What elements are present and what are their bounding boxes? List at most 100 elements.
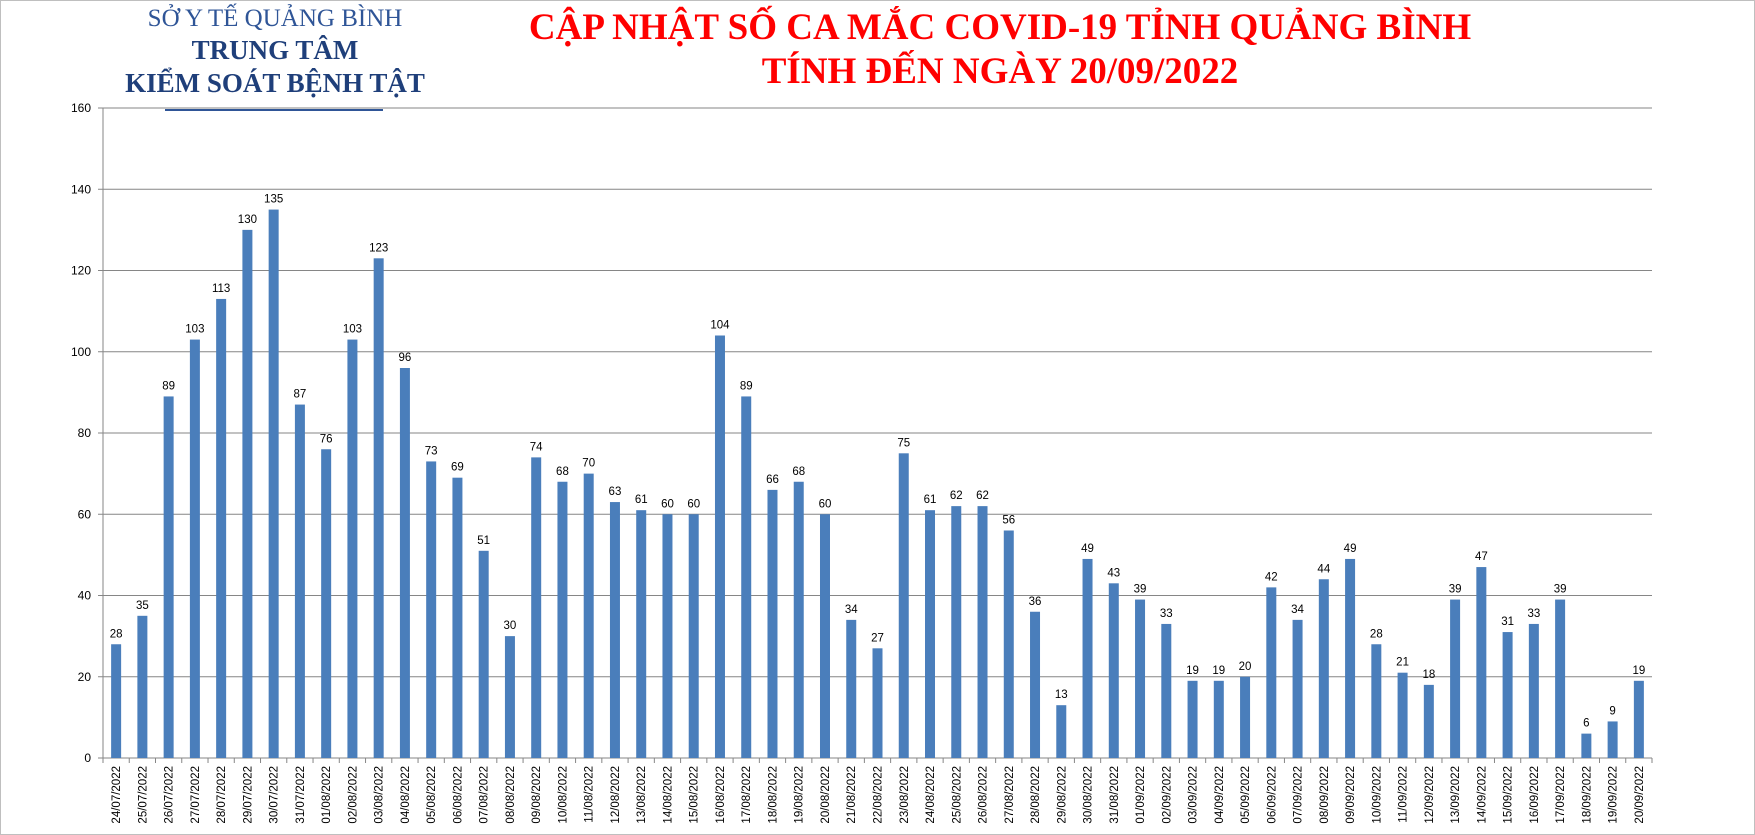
x-tick-label: 19/09/2022 xyxy=(1608,766,1620,824)
x-tick-label: 17/08/2022 xyxy=(741,766,753,824)
bar xyxy=(1135,599,1146,758)
bar xyxy=(1345,558,1356,758)
data-label: 103 xyxy=(185,324,204,336)
data-label: 56 xyxy=(1002,515,1015,527)
x-tick-label: 01/08/2022 xyxy=(321,766,333,824)
x-tick-label: 05/08/2022 xyxy=(426,766,438,824)
data-label: 66 xyxy=(766,474,779,486)
bar xyxy=(1187,680,1198,758)
bar xyxy=(1161,623,1172,758)
bar xyxy=(426,461,437,758)
bar xyxy=(714,335,725,758)
x-tick-label: 21/08/2022 xyxy=(846,766,858,824)
data-label: 28 xyxy=(1370,628,1383,640)
bar xyxy=(1371,644,1382,758)
data-label: 39 xyxy=(1449,584,1462,596)
data-label: 68 xyxy=(792,466,805,478)
x-tick-label: 13/08/2022 xyxy=(636,766,648,824)
data-label: 89 xyxy=(740,380,753,392)
bar xyxy=(925,510,936,758)
bar xyxy=(662,514,673,758)
x-tick-label: 27/07/2022 xyxy=(190,766,202,824)
data-label: 69 xyxy=(451,462,464,474)
data-label: 34 xyxy=(1291,604,1304,616)
x-tick-label: 12/09/2022 xyxy=(1424,766,1436,824)
y-tick-label: 120 xyxy=(71,264,91,278)
org-department: SỞ Y TẾ QUẢNG BÌNH xyxy=(147,5,403,32)
bar xyxy=(478,550,489,758)
data-label: 103 xyxy=(343,324,362,336)
bar xyxy=(1003,530,1014,758)
x-tick-label: 15/09/2022 xyxy=(1503,766,1515,824)
bar xyxy=(1082,558,1093,758)
data-label: 60 xyxy=(661,498,674,510)
x-tick-label: 03/08/2022 xyxy=(374,766,386,824)
bar xyxy=(242,229,253,758)
x-tick-label: 14/08/2022 xyxy=(662,766,674,824)
data-label: 62 xyxy=(950,490,963,502)
org-center: TRUNG TÂM xyxy=(191,35,359,65)
data-label: 74 xyxy=(530,441,543,453)
x-tick-label: 28/08/2022 xyxy=(1030,766,1042,824)
x-tick-label: 08/09/2022 xyxy=(1319,766,1331,824)
data-label: 135 xyxy=(264,194,283,206)
bar xyxy=(951,506,962,758)
x-tick-label: 18/08/2022 xyxy=(767,766,779,824)
data-label: 43 xyxy=(1107,567,1120,579)
bar xyxy=(898,453,909,758)
x-tick-label: 07/08/2022 xyxy=(479,766,491,824)
bar xyxy=(1607,721,1618,758)
x-tick-label: 25/07/2022 xyxy=(137,766,149,824)
x-tick-label: 30/08/2022 xyxy=(1083,766,1095,824)
bar xyxy=(163,396,174,758)
bar xyxy=(609,502,620,758)
data-label: 21 xyxy=(1396,657,1409,669)
bar xyxy=(373,258,384,758)
x-tick-label: 30/07/2022 xyxy=(269,766,281,824)
bar xyxy=(1555,599,1566,758)
data-label: 89 xyxy=(162,380,175,392)
x-tick-label: 06/08/2022 xyxy=(452,766,464,824)
chart-title-line2: TÍNH ĐẾN NGÀY 20/09/2022 xyxy=(761,51,1239,92)
data-label: 76 xyxy=(320,433,333,445)
x-tick-label: 22/08/2022 xyxy=(873,766,885,824)
x-tick-label: 11/09/2022 xyxy=(1398,766,1410,823)
x-tick-label: 09/09/2022 xyxy=(1345,766,1357,824)
chart-title-line1: CẬP NHẬT SỐ CA MẮC COVID-19 TỈNH QUẢNG B… xyxy=(528,7,1472,48)
bar xyxy=(557,481,568,758)
x-tick-label: 09/08/2022 xyxy=(531,766,543,824)
y-tick-label: 100 xyxy=(71,345,91,359)
x-tick-label: 02/09/2022 xyxy=(1161,766,1173,824)
x-tick-label: 16/08/2022 xyxy=(715,766,727,824)
x-tick-label: 17/09/2022 xyxy=(1555,766,1567,824)
x-tick-label: 06/09/2022 xyxy=(1266,766,1278,824)
bar xyxy=(819,514,830,758)
x-tick-label: 31/07/2022 xyxy=(295,766,307,824)
data-label: 39 xyxy=(1134,584,1147,596)
bar xyxy=(1450,599,1461,758)
x-tick-label: 15/08/2022 xyxy=(689,766,701,824)
x-tick-label: 18/09/2022 xyxy=(1581,766,1593,824)
data-label: 19 xyxy=(1632,665,1645,677)
data-label: 113 xyxy=(212,283,230,295)
bar xyxy=(1581,733,1592,758)
data-label: 63 xyxy=(609,486,622,498)
bar xyxy=(189,339,200,758)
bar xyxy=(846,619,857,758)
data-label: 130 xyxy=(238,214,257,226)
x-tick-label: 12/08/2022 xyxy=(610,766,622,824)
data-label: 60 xyxy=(687,498,700,510)
x-tick-label: 04/08/2022 xyxy=(400,766,412,824)
bar xyxy=(137,615,148,758)
bar xyxy=(741,396,752,758)
bar xyxy=(583,473,594,758)
x-tick-label: 20/09/2022 xyxy=(1634,766,1646,824)
y-tick-label: 0 xyxy=(84,751,91,765)
x-tick-label: 13/09/2022 xyxy=(1450,766,1462,824)
data-label: 28 xyxy=(110,628,123,640)
x-tick-label: 05/09/2022 xyxy=(1240,766,1252,824)
data-label: 60 xyxy=(819,498,832,510)
bar xyxy=(1502,632,1513,758)
bar xyxy=(1397,672,1408,758)
